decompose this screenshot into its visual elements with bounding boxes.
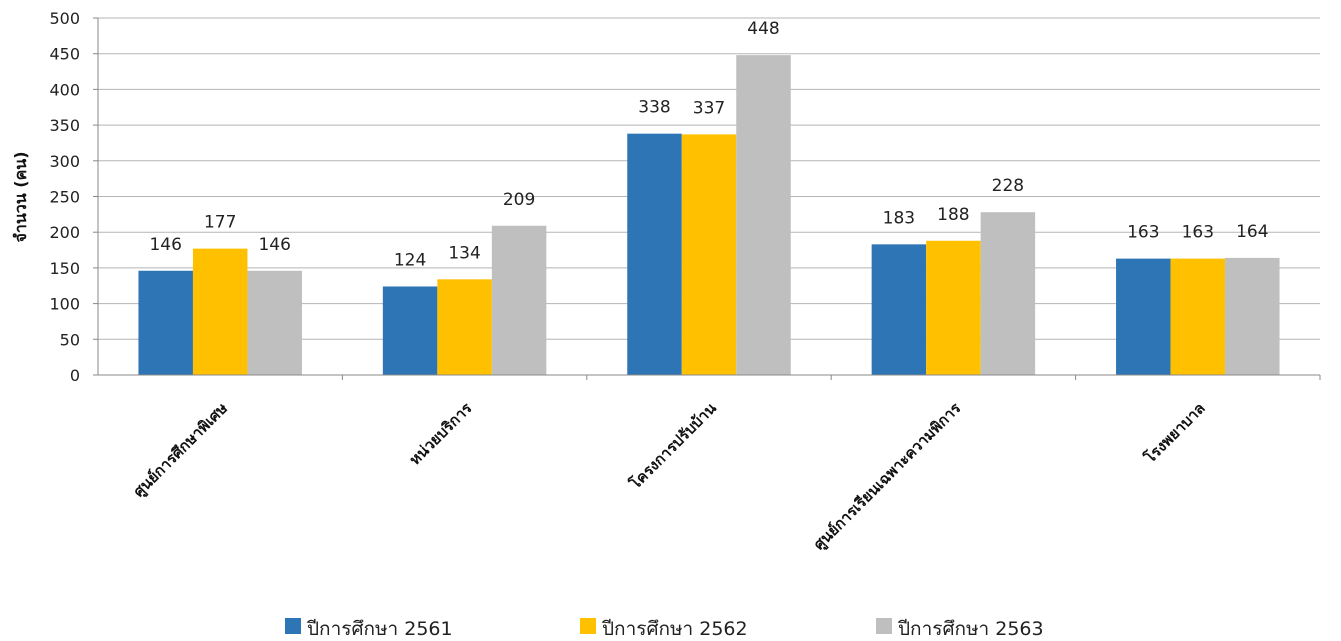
legend: ปีการศึกษา 2561 ปีการศึกษา 2562 ปีการศึกษา… xyxy=(285,618,1044,640)
bar xyxy=(736,55,791,376)
category-label: โครงการปรับบ้าน xyxy=(625,398,721,494)
y-tick-label: 400 xyxy=(49,80,80,99)
bar xyxy=(382,286,438,375)
data-label: 337 xyxy=(693,98,725,118)
data-label: 146 xyxy=(149,235,181,255)
bar xyxy=(627,133,682,375)
category-label: ศูนย์การศึกษาพิเศษ xyxy=(130,399,232,501)
category-label: ศูนย์การเรียนเฉพาะความพิการ xyxy=(810,398,966,554)
bar xyxy=(1170,258,1226,375)
data-label: 146 xyxy=(258,235,290,255)
data-label: 209 xyxy=(503,190,535,210)
bar xyxy=(247,270,302,375)
bar xyxy=(871,244,927,375)
y-tick-label: 500 xyxy=(49,9,80,28)
data-label: 183 xyxy=(883,208,915,228)
y-tick-label: 150 xyxy=(49,259,80,278)
legend-label: ปีการศึกษา 2562 xyxy=(601,618,747,640)
bars xyxy=(138,55,1280,376)
data-label: 163 xyxy=(1182,223,1214,243)
data-label: 164 xyxy=(1236,222,1268,242)
bar xyxy=(1116,258,1171,375)
bar xyxy=(138,270,193,375)
legend-label: ปีการศึกษา 2561 xyxy=(306,618,452,640)
legend-swatch xyxy=(876,618,892,634)
bar xyxy=(926,240,981,375)
y-tick-label: 0 xyxy=(70,366,80,385)
bar xyxy=(980,212,1036,375)
data-label: 134 xyxy=(448,243,480,263)
y-tick-label: 250 xyxy=(49,188,80,207)
data-labels: 146 177 146 124 134 209 338 337 448 183 188 228 163 1… xyxy=(149,19,1268,270)
legend-swatch xyxy=(285,618,301,634)
y-tick-label: 450 xyxy=(49,45,80,64)
bar xyxy=(192,248,248,375)
category-label: หน่วยบริการ xyxy=(406,398,476,468)
y-tick-label: 100 xyxy=(49,295,80,314)
y-tick-label: 350 xyxy=(49,116,80,135)
data-label: 188 xyxy=(937,205,969,225)
bar xyxy=(681,134,737,375)
bar xyxy=(491,225,547,375)
legend-swatch xyxy=(580,618,596,634)
y-tick-label: 200 xyxy=(49,223,80,242)
bar xyxy=(437,279,492,375)
category-label: โรงพยาบาล xyxy=(1140,398,1209,467)
y-axis-ticks: 0 50 100 150 200 250 300 350 400 450 500 xyxy=(49,9,99,385)
y-tick-label: 300 xyxy=(49,152,80,171)
data-label: 448 xyxy=(747,19,779,39)
data-label: 228 xyxy=(992,176,1024,196)
y-axis-label: จำนวน (คน) xyxy=(11,151,30,242)
legend-label: ปีการศึกษา 2563 xyxy=(897,618,1043,640)
data-label: 124 xyxy=(394,250,426,270)
data-label: 163 xyxy=(1127,223,1159,243)
data-label: 338 xyxy=(638,98,670,118)
data-label: 177 xyxy=(204,213,236,233)
category-labels: ศูนย์การศึกษาพิเศษ หน่วยบริการ โครงการปรับ… xyxy=(130,375,1321,554)
bar xyxy=(1225,257,1280,375)
y-tick-label: 50 xyxy=(60,330,80,349)
